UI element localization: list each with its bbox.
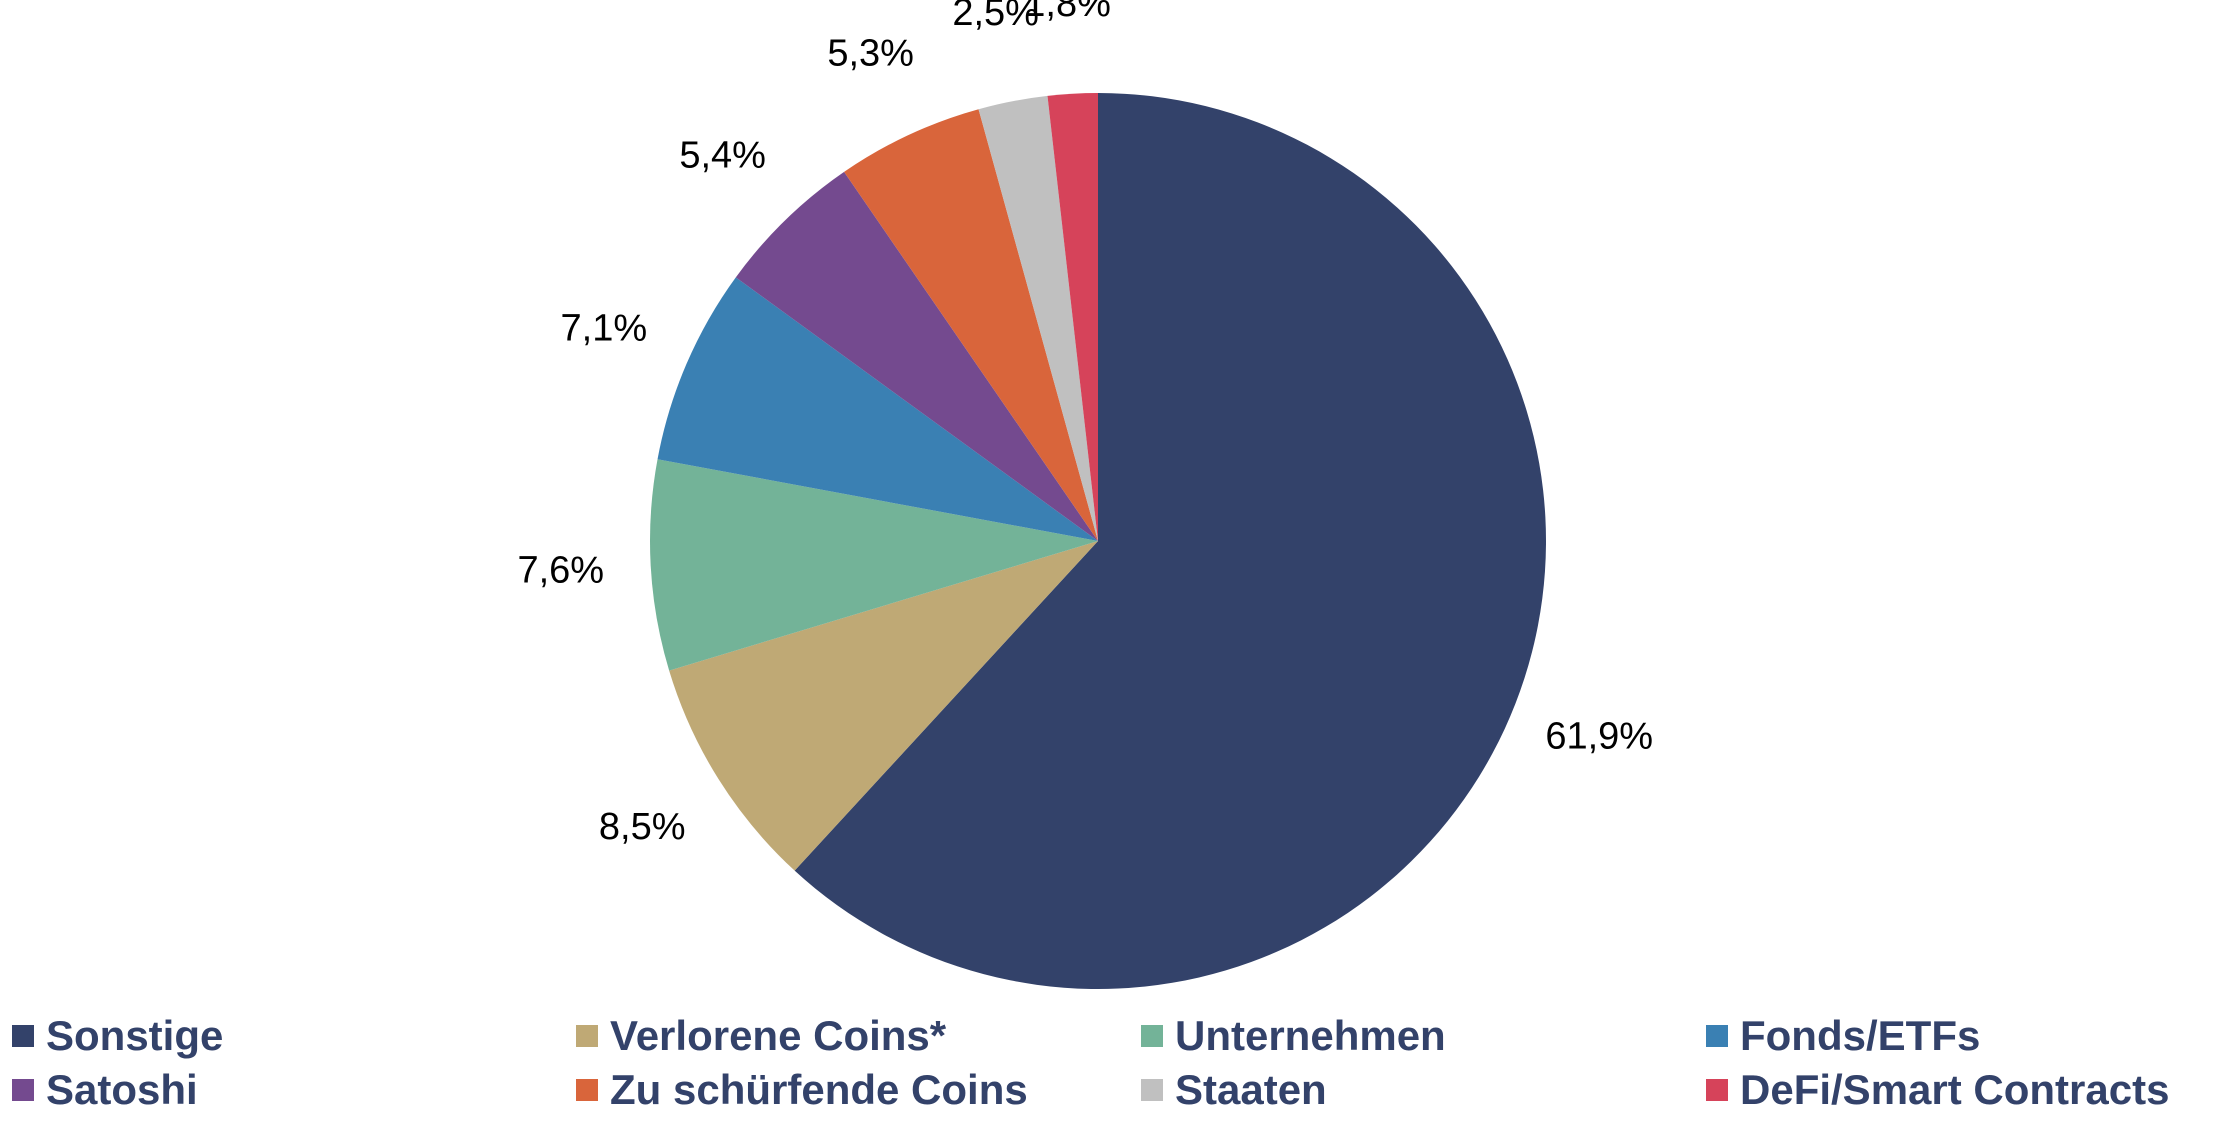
pie-slice-label-4: 5,4%	[679, 135, 766, 177]
legend-item-6: Staaten	[1141, 1064, 1327, 1116]
legend-label-5: Zu schürfende Coins	[610, 1066, 1028, 1113]
pie-slice-1	[669, 541, 1098, 871]
pie-slice-label-5: 5,3%	[827, 32, 914, 74]
pie-slice-6	[978, 95, 1098, 542]
pie-slice-label-6: 2,5%	[952, 0, 1039, 34]
pie-slice-5	[844, 109, 1098, 541]
legend-swatch-6	[1141, 1079, 1163, 1101]
pie-slice-4	[735, 171, 1098, 541]
legend-item-5: Zu schürfende Coins	[576, 1064, 1028, 1116]
legend-item-3: Fonds/ETFs	[1706, 1010, 1980, 1062]
legend-label-0: Sonstige	[46, 1012, 224, 1059]
legend-label-3: Fonds/ETFs	[1740, 1012, 1981, 1059]
legend-label-2: Unternehmen	[1175, 1012, 1446, 1059]
pie-slice-2	[650, 459, 1098, 671]
legend-swatch-3	[1706, 1025, 1728, 1047]
legend-swatch-1	[576, 1025, 598, 1047]
pie-slice-label-2: 7,6%	[517, 550, 604, 592]
chart-legend: Sonstige Verlorene Coins* Unternehmen Fonds…	[0, 1010, 2222, 1130]
legend-swatch-4	[12, 1079, 34, 1101]
legend-swatch-0	[12, 1025, 34, 1047]
pie-slice-label-3: 7,1%	[561, 307, 648, 349]
pie-slice-7	[1047, 93, 1098, 541]
pie-slice-3	[657, 277, 1098, 541]
legend-item-4: Satoshi	[12, 1064, 198, 1116]
pie-chart-svg: 61,9% 8,5% 7,6% 7,1% 5,4% 5,3% 2,5%1,8%	[517, 0, 1653, 989]
legend-swatch-5	[576, 1079, 598, 1101]
pie-slice-label-7: 1,8%	[1024, 0, 1111, 25]
legend-item-0: Sonstige	[12, 1010, 223, 1062]
pie-slice-0	[794, 93, 1547, 989]
pie-slice-label-0: 61,9%	[1545, 716, 1653, 758]
legend-swatch-2	[1141, 1025, 1163, 1047]
legend-item-1: Verlorene Coins*	[576, 1010, 946, 1062]
legend-label-4: Satoshi	[46, 1066, 198, 1113]
legend-item-7: DeFi/Smart Contracts	[1706, 1064, 2169, 1116]
legend-label-7: DeFi/Smart Contracts	[1740, 1066, 2170, 1113]
legend-label-1: Verlorene Coins*	[610, 1012, 947, 1059]
pie-slice-label-1: 8,5%	[599, 806, 686, 848]
legend-item-2: Unternehmen	[1141, 1010, 1446, 1062]
legend-swatch-7	[1706, 1079, 1728, 1101]
legend-label-6: Staaten	[1175, 1066, 1327, 1113]
